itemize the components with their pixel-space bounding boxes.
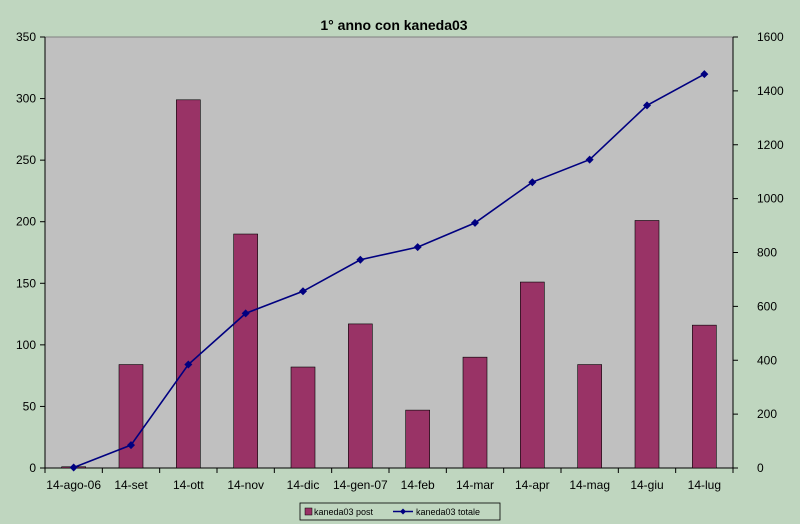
line-point bbox=[184, 360, 193, 369]
line-point bbox=[69, 463, 78, 472]
x-tick-label: 14-lug bbox=[688, 478, 721, 492]
right-tick-label: 600 bbox=[757, 299, 777, 313]
right-tick-label: 1600 bbox=[757, 30, 784, 44]
right-tick-label: 0 bbox=[757, 461, 764, 475]
left-tick-label: 50 bbox=[23, 399, 37, 413]
x-tick-label: 14-ott bbox=[173, 478, 204, 492]
x-tick-label: 14-nov bbox=[227, 478, 264, 492]
left-tick-label: 200 bbox=[16, 215, 36, 229]
line-point bbox=[356, 255, 365, 264]
line-point bbox=[528, 178, 537, 187]
bar bbox=[290, 366, 316, 469]
series-line bbox=[73, 73, 705, 469]
legend-bar-swatch bbox=[304, 507, 313, 516]
x-tick-label: 14-feb bbox=[401, 478, 435, 492]
x-tick-label: 14-gen-07 bbox=[333, 478, 388, 492]
left-tick-label: 100 bbox=[16, 338, 36, 352]
right-tick-label: 1000 bbox=[757, 192, 784, 206]
plot-background bbox=[44, 36, 734, 469]
line-point bbox=[471, 218, 479, 227]
bar bbox=[405, 409, 430, 469]
bar bbox=[577, 364, 602, 469]
bar bbox=[634, 220, 660, 469]
left-tick-label: 350 bbox=[16, 30, 36, 44]
right-tick-label: 1400 bbox=[757, 84, 784, 98]
bar bbox=[233, 233, 258, 469]
bar bbox=[520, 281, 545, 469]
right-tick-label: 1200 bbox=[757, 138, 784, 152]
x-tick-label: 14-set bbox=[114, 478, 148, 492]
line-point bbox=[241, 309, 250, 318]
x-tick-label: 14-giu bbox=[630, 478, 663, 492]
legend-label: kaneda03 post bbox=[314, 507, 374, 517]
left-tick-label: 0 bbox=[29, 461, 36, 475]
line-point bbox=[585, 155, 594, 164]
bar bbox=[176, 99, 201, 469]
plot-area: 0 50 100 150 200 250 300 350 0 200 400 600 800 1000 12… bbox=[16, 30, 784, 492]
line-point bbox=[643, 101, 651, 110]
legend: kaneda03 post kaneda03 totale bbox=[299, 502, 501, 521]
x-tick-label: 14-apr bbox=[515, 478, 550, 492]
x-tick-label: 14-mar bbox=[456, 478, 494, 492]
legend-label: kaneda03 totale bbox=[416, 507, 480, 517]
line-point bbox=[700, 70, 709, 79]
right-tick-label: 200 bbox=[757, 407, 777, 421]
bar bbox=[692, 324, 717, 469]
x-tick-label: 14-dic bbox=[287, 478, 320, 492]
legend-line-marker bbox=[400, 508, 406, 515]
left-tick-label: 250 bbox=[16, 153, 36, 167]
chart-title: 1° anno con kaneda03 bbox=[320, 17, 467, 33]
line-point bbox=[299, 287, 307, 296]
left-tick-label: 300 bbox=[16, 92, 36, 106]
left-tick-label: 150 bbox=[16, 276, 36, 290]
right-tick-label: 400 bbox=[757, 353, 777, 367]
line-point bbox=[127, 441, 135, 450]
bar bbox=[462, 356, 488, 469]
bar bbox=[348, 323, 373, 469]
x-tick-label: 14-mag bbox=[569, 478, 610, 492]
right-tick-label: 800 bbox=[757, 246, 777, 260]
x-tick-label: 14-ago-06 bbox=[46, 478, 101, 492]
line-point bbox=[413, 243, 422, 252]
bar bbox=[118, 364, 144, 469]
